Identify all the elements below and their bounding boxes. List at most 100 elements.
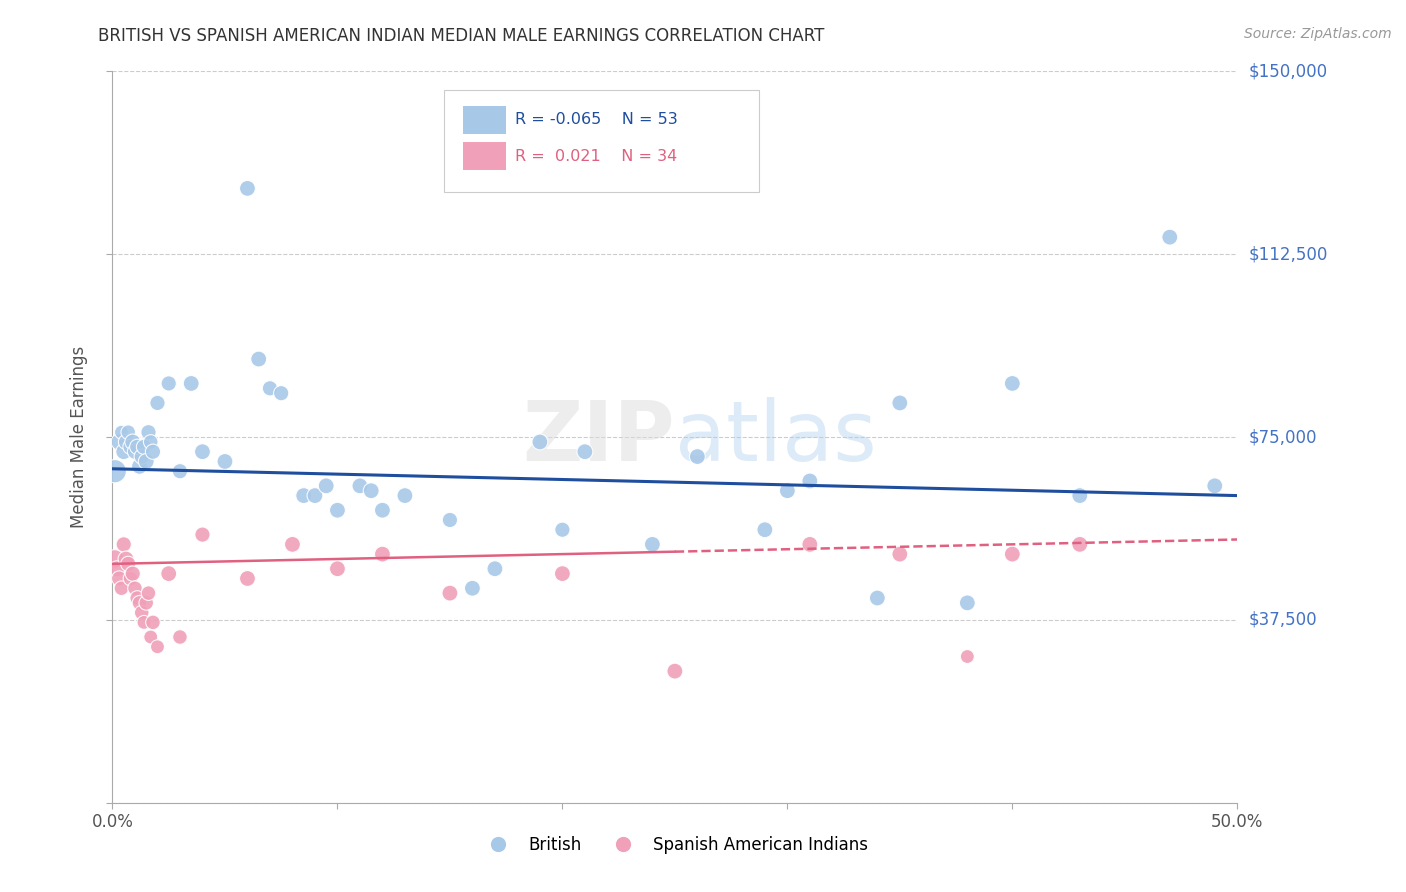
Point [281,537,304,551]
Y-axis label: Median Male Earnings: Median Male Earnings [70,346,89,528]
Point [799,474,821,488]
Point [142,444,165,458]
Point [1159,230,1181,244]
Point [292,489,315,503]
Point [127,440,149,454]
Point [889,547,911,561]
Text: Source: ZipAtlas.com: Source: ZipAtlas.com [1244,27,1392,41]
Point [112,444,135,458]
Point [371,547,394,561]
Point [1069,489,1091,503]
Point [371,503,394,517]
Point [169,630,191,644]
Point [1001,547,1024,561]
Point [128,459,150,474]
Point [115,434,138,449]
Point [191,527,214,541]
Point [439,513,461,527]
Point [270,386,292,401]
Point [169,464,191,478]
Text: R = -0.065    N = 53: R = -0.065 N = 53 [515,112,678,128]
Point [439,586,461,600]
Point [236,181,259,195]
Point [799,537,821,551]
Point [1204,479,1226,493]
Point [104,464,127,478]
Point [157,376,180,391]
Point [754,523,776,537]
Point [641,537,664,551]
Point [135,454,157,468]
Point [104,552,127,566]
Point [120,440,142,454]
Point [132,615,155,630]
Point [529,434,551,449]
Point [1001,376,1024,391]
Point [117,425,139,440]
Point [1069,537,1091,551]
Point [326,562,349,576]
Point [236,572,259,586]
Point [135,596,157,610]
Point [146,640,169,654]
Point [124,444,146,458]
Point [866,591,889,605]
Text: $150,000: $150,000 [1249,62,1327,80]
Point [956,596,979,610]
Point [956,649,979,664]
Point [128,596,150,610]
Point [664,664,686,678]
Point [360,483,382,498]
Point [139,434,162,449]
Text: BRITISH VS SPANISH AMERICAN INDIAN MEDIAN MALE EARNINGS CORRELATION CHART: BRITISH VS SPANISH AMERICAN INDIAN MEDIA… [98,27,825,45]
Point [110,425,132,440]
Point [776,483,799,498]
Point [326,503,349,517]
Point [127,591,149,605]
Point [574,444,596,458]
Point [105,562,128,576]
Point [138,586,160,600]
Point [889,396,911,410]
Text: ZIP: ZIP [523,397,675,477]
Point [551,523,574,537]
Legend: British, Spanish American Indians: British, Spanish American Indians [475,829,875,860]
FancyBboxPatch shape [444,90,759,192]
Text: R =  0.021    N = 34: R = 0.021 N = 34 [515,149,678,164]
Point [394,489,416,503]
Point [138,425,160,440]
FancyBboxPatch shape [464,143,506,170]
Point [461,581,484,595]
Point [112,537,135,551]
Text: $37,500: $37,500 [1249,611,1317,629]
Text: $75,000: $75,000 [1249,428,1317,446]
Point [139,630,162,644]
Point [686,450,709,464]
Point [214,454,236,468]
Point [121,566,143,581]
Point [191,444,214,458]
Point [146,396,169,410]
Point [110,581,132,595]
Text: atlas: atlas [675,397,876,477]
FancyBboxPatch shape [464,106,506,134]
Point [315,479,337,493]
Text: $112,500: $112,500 [1249,245,1327,263]
Point [551,566,574,581]
Point [157,566,180,581]
Point [124,581,146,595]
Point [121,434,143,449]
Point [108,434,131,449]
Point [304,489,326,503]
Point [131,450,153,464]
Point [131,606,153,620]
Point [180,376,202,391]
Point [484,562,506,576]
Point [259,381,281,395]
Point [117,557,139,571]
Point [108,572,131,586]
Point [247,352,270,367]
Point [142,615,165,630]
Point [349,479,371,493]
Point [115,552,138,566]
